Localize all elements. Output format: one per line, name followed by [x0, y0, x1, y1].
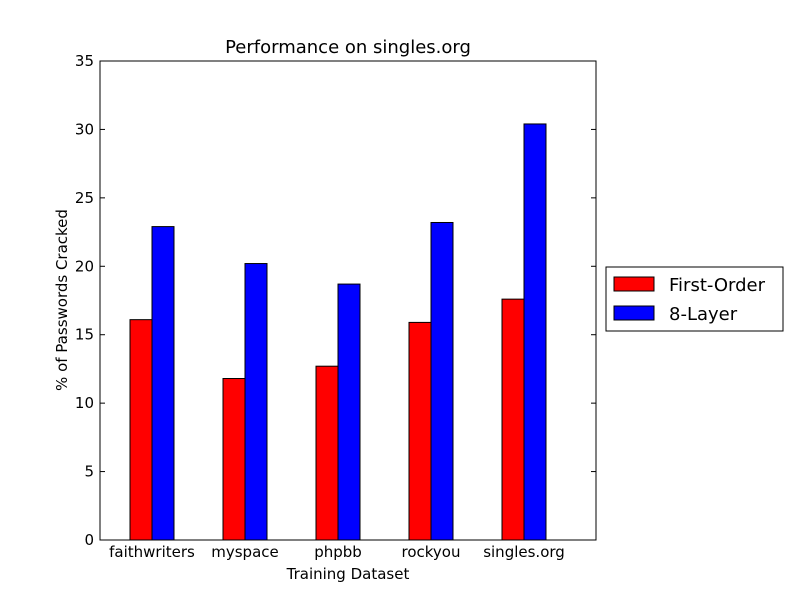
y-tick-label: 5	[84, 463, 94, 481]
x-tick-label: singles.org	[483, 543, 565, 561]
bar-8-layer-myspace	[244, 263, 268, 541]
plot-frame	[99, 60, 597, 541]
y-axis-ticks: 0 5 10 15 20 25 30 35	[75, 52, 596, 549]
y-tick-label: 0	[84, 531, 94, 549]
legend-label-8-layer: 8-Layer	[669, 304, 738, 325]
x-tick-label: faithwriters	[109, 543, 195, 561]
chart-title: Performance on singles.org	[225, 37, 471, 58]
bar-first-order-singles-org	[501, 298, 525, 541]
bar-first-order-myspace	[222, 378, 246, 541]
y-axis-label: % of Passwords Cracked	[53, 209, 71, 391]
x-tick-label: myspace	[211, 543, 279, 561]
bar-first-order-rockyou	[408, 321, 432, 541]
y-tick-label: 10	[75, 394, 94, 412]
y-tick-label: 15	[75, 326, 94, 344]
y-tick-label: 20	[75, 257, 94, 275]
x-axis-label: Training Dataset	[286, 565, 410, 583]
bars-group	[129, 123, 547, 541]
bar-8-layer-singles-org	[523, 123, 547, 541]
y-tick-label: 30	[75, 120, 94, 138]
x-tick-label: phpbb	[314, 543, 362, 561]
bar-first-order-phpbb	[315, 365, 339, 541]
bar-8-layer-rockyou	[430, 221, 454, 541]
bar-8-layer-faithwriters	[151, 226, 175, 541]
bar-first-order-faithwriters	[129, 319, 153, 541]
legend-swatch-8-layer	[613, 305, 655, 321]
y-tick-label: 25	[75, 189, 94, 207]
y-tick-label: 35	[75, 52, 94, 70]
legend: First-Order 8-Layer	[605, 266, 784, 332]
legend-swatch-first-order	[613, 276, 655, 292]
x-tick-label: rockyou	[402, 543, 461, 561]
x-axis-ticks: faithwriters myspace phpbb rockyou singles.o…	[109, 543, 565, 561]
legend-label-first-order: First-Order	[669, 275, 766, 296]
bar-8-layer-phpbb	[337, 283, 361, 541]
